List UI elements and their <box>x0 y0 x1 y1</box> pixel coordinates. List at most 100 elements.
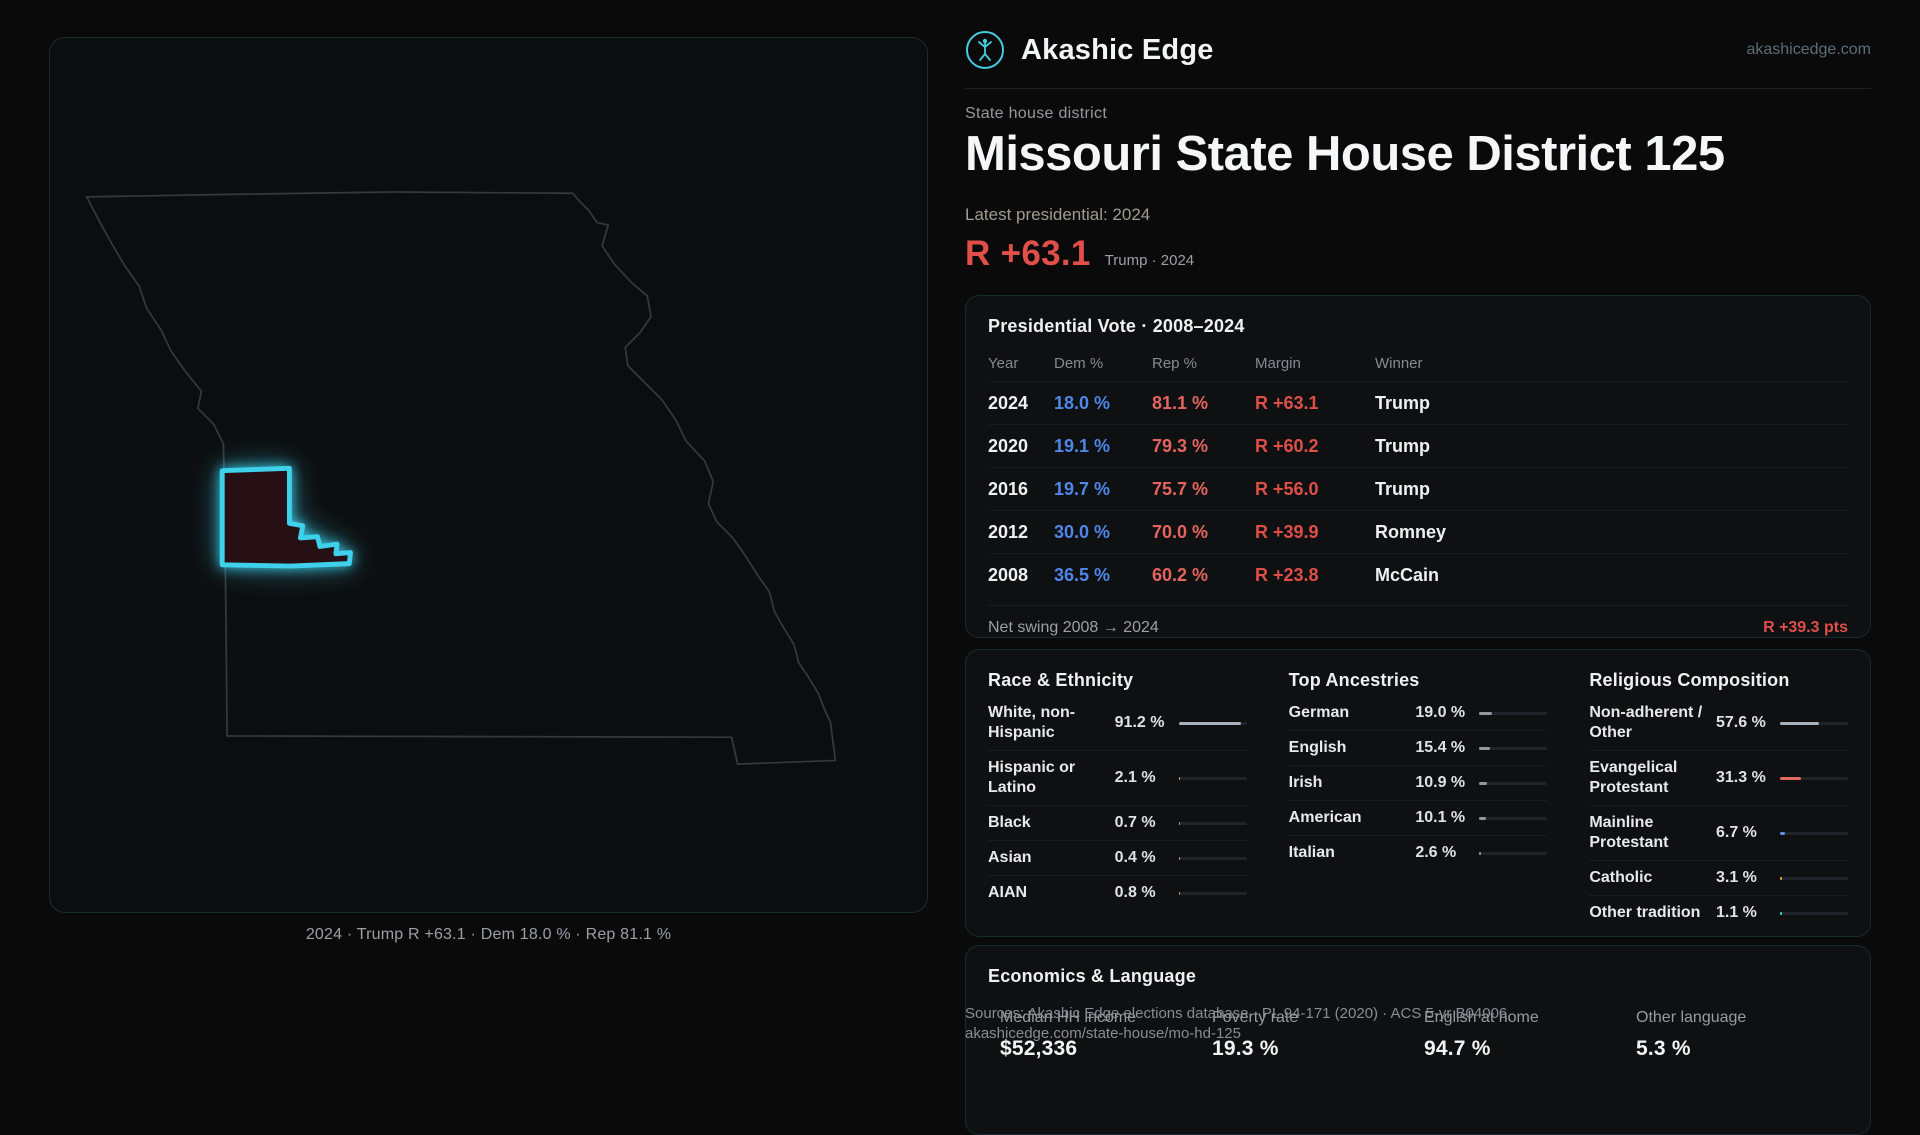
demo-label: Catholic <box>1589 869 1653 886</box>
bar-track <box>1479 816 1548 820</box>
stat-label: Poverty rate <box>1212 1009 1299 1026</box>
bar-track <box>1178 821 1247 825</box>
latest-presidential-label: Latest presidential: 2024 <box>965 205 1151 224</box>
demo-label: American <box>1288 809 1362 826</box>
brand-name: Akashic Edge <box>1021 33 1214 66</box>
bar-track <box>1779 911 1848 915</box>
demo-value: 0.7 % <box>1114 814 1156 831</box>
demo-row: Black 0.7 % <box>988 806 1247 841</box>
stat-other-language: Other language 5.3 % <box>1636 1009 1848 1061</box>
bar-fill <box>1178 891 1181 895</box>
demo-row: English 15.4 % <box>1288 731 1548 766</box>
table-row: 2024 18.0 % 81.1 % R +63.1 Trump <box>988 381 1848 424</box>
net-swing-label: Net swing 2008 → 2024 <box>988 619 1159 636</box>
bar-fill <box>1779 721 1820 725</box>
bar-fill <box>1178 821 1181 825</box>
stat-poverty-rate: Poverty rate 19.3 % <box>1212 1009 1424 1061</box>
header-divider <box>965 88 1871 89</box>
demo-value: 6.7 % <box>1715 824 1757 841</box>
table-row: 2016 19.7 % 75.7 % R +56.0 Trump <box>988 467 1848 510</box>
cell-rep: 79.3 % <box>1152 435 1209 456</box>
report-column: Akashic Edge akashicedge.com State house… <box>965 0 1871 1135</box>
demo-row: Irish 10.9 % <box>1288 766 1548 801</box>
demo-row: Other tradition 1.1 % <box>1589 896 1848 930</box>
district-type-kicker: State house district <box>965 105 1108 122</box>
demo-row: American 10.1 % <box>1288 801 1548 836</box>
top-ancestries-column: Top Ancestries German 19.0 % English 15.… <box>1288 670 1548 930</box>
bar-fill <box>1779 776 1802 780</box>
table-row: 2012 30.0 % 70.0 % R +39.9 Romney <box>988 510 1848 553</box>
bar-fill <box>1779 831 1785 835</box>
demo-value: 10.1 % <box>1415 809 1466 826</box>
demographics-grid: Race & Ethnicity White, non-Hispanic 91.… <box>988 670 1848 930</box>
stat-value: 5.3 % <box>1636 1037 1691 1060</box>
net-swing-value: R +39.3 pts <box>1763 619 1848 636</box>
demo-row: Non-adherent / Other 57.6 % <box>1589 696 1848 751</box>
cell-dem: 19.7 % <box>1054 478 1111 499</box>
demo-label: Italian <box>1288 844 1335 861</box>
bar-fill <box>1178 776 1181 780</box>
demo-value: 91.2 % <box>1114 714 1165 731</box>
religious-composition-column: Religious Composition Non-adherent / Oth… <box>1589 670 1848 930</box>
cell-rep: 75.7 % <box>1152 478 1209 499</box>
brand-site-link[interactable]: akashicedge.com <box>1746 41 1871 58</box>
stat-label: English at home <box>1424 1009 1539 1026</box>
cell-dem: 18.0 % <box>1054 392 1111 413</box>
demo-row: Catholic 3.1 % <box>1589 861 1848 896</box>
permalink[interactable]: akashicedge.com/state-house/mo-hd-125 <box>965 1025 1241 1042</box>
cell-winner: Trump <box>1375 435 1431 456</box>
presidential-vote-card: Presidential Vote · 2008–2024 Year Dem %… <box>965 295 1871 638</box>
bar-track <box>1779 831 1848 835</box>
cell-dem: 30.0 % <box>1054 521 1111 542</box>
demo-value: 2.1 % <box>1114 769 1156 786</box>
cell-margin: R +63.1 <box>1255 392 1319 413</box>
demo-label: Evangelical Protestant <box>1589 759 1678 796</box>
column-header-margin: Margin <box>1255 355 1301 372</box>
demo-value: 15.4 % <box>1415 739 1466 756</box>
presidential-vote-table: Year Dem % Rep % Margin Winner 2024 18.0… <box>988 347 1848 596</box>
cell-dem: 36.5 % <box>1054 564 1111 585</box>
demo-label: Mainline Protestant <box>1589 814 1669 851</box>
demo-row: AIAN 0.8 % <box>988 876 1247 910</box>
demo-row: German 19.0 % <box>1288 696 1548 731</box>
top-ancestries-title: Top Ancestries <box>1288 670 1420 690</box>
bar-track <box>1479 711 1548 715</box>
stat-english-at-home: English at home 94.7 % <box>1424 1009 1636 1061</box>
demo-value: 3.1 % <box>1715 869 1757 886</box>
cell-year: 2012 <box>988 521 1029 542</box>
race-ethnicity-column: Race & Ethnicity White, non-Hispanic 91.… <box>988 670 1247 930</box>
bar-track <box>1779 876 1848 880</box>
highlighted-district[interactable] <box>219 465 353 569</box>
bar-fill <box>1479 781 1487 785</box>
cell-year: 2008 <box>988 564 1029 585</box>
bar-track <box>1779 776 1848 780</box>
bar-track <box>1779 721 1848 725</box>
demo-value: 0.4 % <box>1114 849 1156 866</box>
cell-winner: Trump <box>1375 478 1431 499</box>
demo-value: 1.1 % <box>1715 904 1757 921</box>
economics-language-title: Economics & Language <box>988 966 1197 986</box>
bar-fill <box>1178 856 1181 860</box>
bar-track <box>1178 721 1247 725</box>
stat-value: $52,336 <box>1000 1037 1078 1060</box>
column-header-dem: Dem % <box>1054 355 1104 372</box>
bar-fill <box>1479 711 1493 715</box>
bar-track <box>1178 856 1247 860</box>
bar-fill <box>1779 876 1783 880</box>
bar-track <box>1479 746 1548 750</box>
demo-label: Hispanic or Latino <box>988 759 1076 796</box>
demo-label: Black <box>988 814 1031 831</box>
akashic-edge-logo-icon[interactable] <box>965 30 1005 70</box>
stat-value: 94.7 % <box>1424 1037 1491 1060</box>
column-header-rep: Rep % <box>1152 355 1198 372</box>
demo-row: Italian 2.6 % <box>1289 836 1548 870</box>
stat-label: Other language <box>1636 1009 1747 1026</box>
cell-winner: Trump <box>1375 392 1431 413</box>
demo-value: 2.6 % <box>1415 844 1457 861</box>
cell-rep: 60.2 % <box>1152 564 1209 585</box>
district-map-panel <box>49 37 928 913</box>
stat-value: 19.3 % <box>1212 1037 1279 1060</box>
presidential-vote-title: Presidential Vote · 2008–2024 <box>988 316 1245 336</box>
demo-label: Asian <box>988 849 1032 866</box>
cell-rep: 81.1 % <box>1152 392 1209 413</box>
